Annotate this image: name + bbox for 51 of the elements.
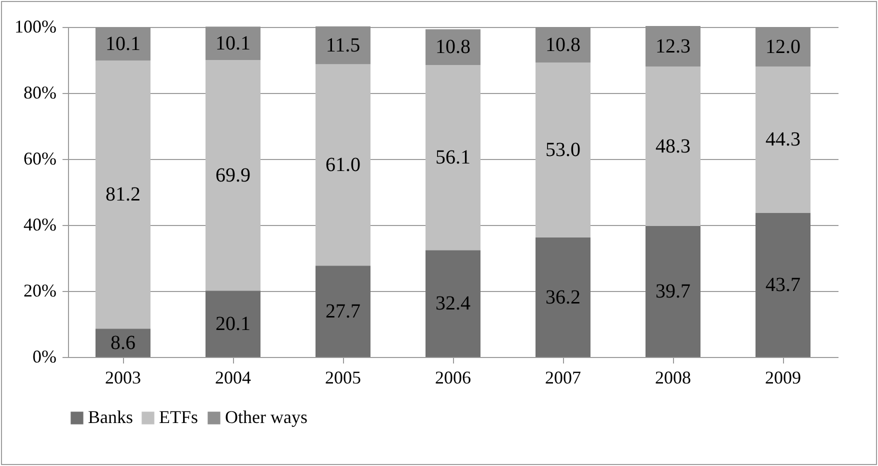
x-tick-label: 2009 (765, 368, 801, 388)
data-label: 56.1 (436, 146, 470, 169)
data-label: 12.0 (766, 36, 800, 58)
x-tick-label: 2005 (325, 368, 361, 388)
bar (206, 60, 260, 291)
data-label: 61.0 (326, 154, 360, 176)
bar (96, 60, 150, 329)
bar (426, 250, 480, 357)
y-tick-label: 60% (24, 148, 56, 168)
data-label: 10.1 (106, 32, 140, 55)
data-label: 20.1 (216, 312, 250, 335)
data-label: 10.8 (546, 34, 580, 56)
legend-label: ETFs (159, 407, 198, 427)
data-label: 81.2 (106, 184, 140, 206)
y-tick-label: 20% (24, 280, 56, 300)
data-label: 53.0 (546, 139, 580, 162)
data-label: 69.9 (216, 164, 250, 186)
data-label: 10.1 (216, 32, 250, 54)
data-label: 43.7 (766, 274, 800, 296)
data-label: 10.8 (436, 36, 470, 58)
x-tick-label: 2008 (655, 368, 691, 388)
x-tick-label: 2003 (105, 368, 141, 388)
data-label: 44.3 (766, 128, 800, 151)
bar (536, 238, 590, 357)
data-label: 8.6 (110, 332, 136, 354)
y-tick-label: 80% (24, 82, 56, 102)
bar (96, 328, 150, 357)
data-label: 39.7 (656, 280, 690, 302)
bar (316, 64, 370, 266)
data-label: 27.7 (326, 300, 360, 322)
bar (646, 226, 700, 357)
data-label: 12.3 (656, 35, 690, 58)
bar (426, 64, 480, 250)
bar (756, 66, 810, 213)
x-tick-label: 2006 (435, 368, 471, 388)
y-tick-label: 40% (24, 214, 56, 234)
bar (316, 266, 370, 357)
bar (756, 212, 810, 357)
data-label: 32.4 (436, 292, 470, 315)
x-tick-label: 2004 (215, 368, 251, 388)
legend-label: Other ways (225, 407, 308, 427)
x-tick-label: 2007 (545, 368, 581, 388)
bar (536, 62, 590, 238)
bar (206, 290, 260, 357)
data-label: 11.5 (326, 34, 360, 56)
data-label: 36.2 (546, 286, 580, 308)
legend-label: Banks (88, 407, 133, 427)
y-tick-label: 0% (32, 346, 56, 366)
y-tick-label: 100% (14, 16, 56, 36)
data-label: 48.3 (656, 135, 690, 158)
bar (646, 66, 700, 226)
